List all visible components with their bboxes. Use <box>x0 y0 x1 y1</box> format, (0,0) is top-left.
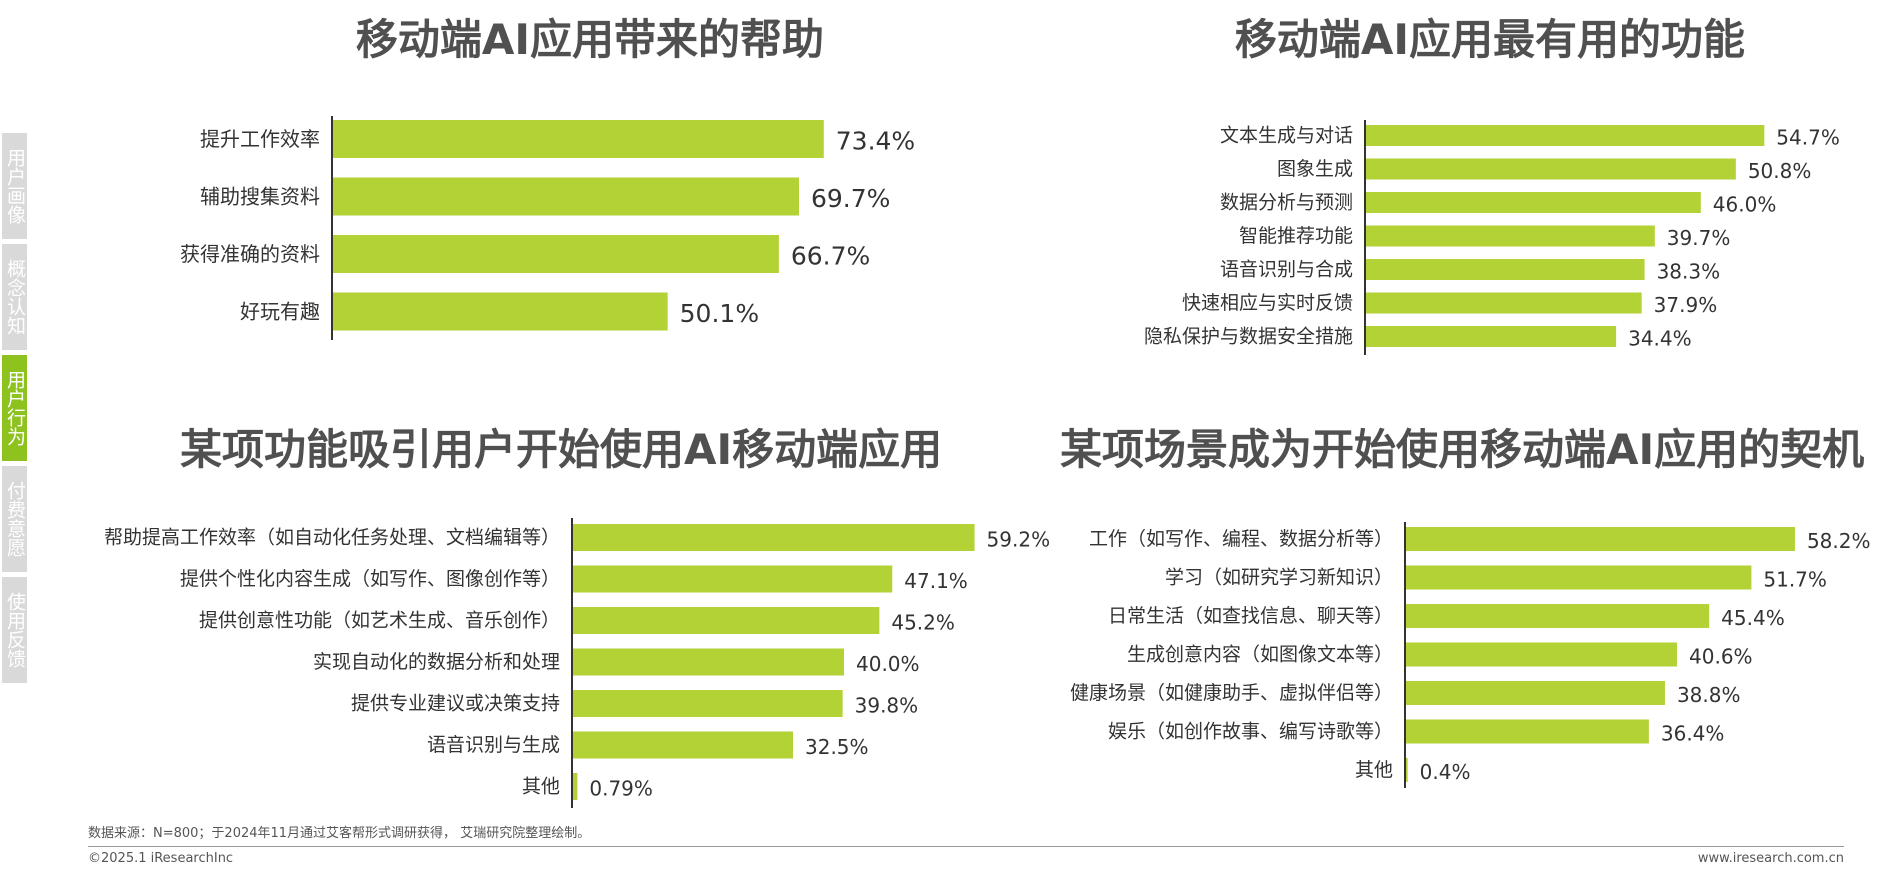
ai-help-category-label-2: 获得准确的资料 <box>180 242 320 266</box>
useful-functions-bar-0 <box>1365 125 1765 146</box>
useful-functions-value-label-3: 39.7% <box>1667 226 1731 250</box>
attracting-functions-value-label-4: 39.8% <box>855 694 919 718</box>
useful-functions-category-label-1: 图象生成 <box>1277 158 1353 180</box>
start-scenarios-value-label-4: 38.8% <box>1677 683 1741 707</box>
attracting-functions-value-label-1: 47.1% <box>904 569 968 593</box>
sidebar-item-payment-willingness[interactable]: 付费意愿 <box>2 466 27 572</box>
start-scenarios-category-label-0: 工作（如写作、编程、数据分析等） <box>1089 528 1393 550</box>
useful-functions-bar-2 <box>1365 192 1701 213</box>
attracting-functions-bar-0 <box>572 524 975 551</box>
attracting-functions-bar-6 <box>572 773 578 800</box>
useful-functions-value-label-6: 34.4% <box>1628 327 1692 351</box>
attracting-functions-category-label-2: 提供创意性功能（如艺术生成、音乐创作） <box>199 610 560 632</box>
useful-functions-bar-6 <box>1365 326 1617 347</box>
start-scenarios-category-label-2: 日常生活（如查找信息、聊天等） <box>1108 605 1393 627</box>
chart-title-attracting-functions: 某项功能吸引用户开始使用AI移动端应用 <box>180 425 943 474</box>
copyright-text: ©2025.1 iResearchInc <box>88 851 234 866</box>
attracting-functions-value-label-3: 40.0% <box>856 652 920 676</box>
start-scenarios-value-label-0: 58.2% <box>1807 529 1871 553</box>
ai-help-bar-2 <box>332 235 779 273</box>
useful-functions-bar-5 <box>1365 292 1642 314</box>
useful-functions-category-label-5: 快速相应与实时反馈 <box>1182 292 1353 314</box>
start-scenarios-category-label-3: 生成创意内容（如图像文本等） <box>1127 644 1393 666</box>
start-scenarios-bar-6 <box>1405 758 1408 782</box>
useful-functions-bar-4 <box>1365 259 1645 280</box>
attracting-functions-bar-1 <box>572 565 893 593</box>
ai-help-category-label-1: 辅助搜集资料 <box>200 185 320 209</box>
start-scenarios-category-label-6: 其他 <box>1355 759 1393 781</box>
attracting-functions-value-label-0: 59.2% <box>987 528 1051 552</box>
start-scenarios-category-label-5: 娱乐（如创作故事、编写诗歌等） <box>1108 721 1393 743</box>
useful-functions-value-label-0: 54.7% <box>1776 126 1840 150</box>
start-scenarios-bar-0 <box>1405 527 1795 551</box>
ai-help-category-label-3: 好玩有趣 <box>240 300 320 324</box>
start-scenarios-value-label-6: 0.4% <box>1420 760 1471 784</box>
chart-title-ai-help: 移动端AI应用带来的帮助 <box>355 15 825 64</box>
sidebar-item-usage-feedback[interactable]: 使用反馈 <box>2 577 27 683</box>
useful-functions-category-label-3: 智能推荐功能 <box>1239 225 1353 247</box>
attracting-functions-category-label-6: 其他 <box>522 776 560 798</box>
chart-title-start-scenarios: 某项场景成为开始使用移动端AI应用的契机 <box>1060 425 1865 474</box>
attracting-functions-value-label-6: 0.79% <box>589 777 653 801</box>
ai-help-value-label-2: 66.7% <box>791 242 870 271</box>
sidebar-nav: 用户画像 概念认知 用户行为 付费意愿 使用反馈 <box>2 133 47 688</box>
sidebar-item-user-behavior[interactable]: 用户行为 <box>2 355 27 461</box>
attracting-functions-bar-4 <box>572 690 843 717</box>
useful-functions-category-label-6: 隐私保护与数据安全措施 <box>1144 326 1353 348</box>
attracting-functions-category-label-1: 提供个性化内容生成（如写作、图像创作等） <box>180 568 560 590</box>
website-link[interactable]: www.iresearch.com.cn <box>1697 851 1844 866</box>
start-scenarios-value-label-3: 40.6% <box>1689 645 1753 669</box>
start-scenarios-bar-5 <box>1405 719 1649 744</box>
useful-functions-value-label-4: 38.3% <box>1657 260 1721 284</box>
useful-functions-bar-1 <box>1365 158 1736 180</box>
attracting-functions-category-label-4: 提供专业建议或决策支持 <box>351 693 560 715</box>
useful-functions-value-label-1: 50.8% <box>1748 159 1812 183</box>
start-scenarios-bar-2 <box>1405 604 1710 628</box>
start-scenarios-category-label-1: 学习（如研究学习新知识） <box>1165 567 1393 589</box>
useful-functions-bar-3 <box>1365 225 1655 247</box>
data-source-note: 数据来源：N=800；于2024年11月通过艾客帮形式调研获得， 艾瑞研究院整理… <box>88 826 591 841</box>
start-scenarios-bar-3 <box>1405 642 1678 667</box>
useful-functions-value-label-2: 46.0% <box>1713 193 1777 217</box>
attracting-functions-category-label-3: 实现自动化的数据分析和处理 <box>313 651 560 673</box>
ai-help-bar-3 <box>332 292 668 331</box>
useful-functions-category-label-2: 数据分析与预测 <box>1220 192 1353 214</box>
chart-title-useful-functions: 移动端AI应用最有用的功能 <box>1234 15 1746 64</box>
sidebar-item-concept-awareness[interactable]: 概念认知 <box>2 244 27 350</box>
ai-help-value-label-3: 50.1% <box>680 299 759 328</box>
attracting-functions-bar-5 <box>572 731 793 759</box>
start-scenarios-value-label-5: 36.4% <box>1661 722 1725 746</box>
useful-functions-category-label-0: 文本生成与对话 <box>1220 125 1353 147</box>
start-scenarios-category-label-4: 健康场景（如健康助手、虚拟伴侣等） <box>1070 682 1393 704</box>
start-scenarios-value-label-1: 51.7% <box>1763 568 1827 592</box>
footer-divider <box>88 846 1844 847</box>
ai-help-value-label-1: 69.7% <box>811 184 890 213</box>
start-scenarios-value-label-2: 45.4% <box>1721 606 1785 630</box>
useful-functions-value-label-5: 37.9% <box>1654 293 1718 317</box>
start-scenarios-bar-1 <box>1405 565 1752 590</box>
attracting-functions-value-label-2: 45.2% <box>891 611 955 635</box>
attracting-functions-bar-2 <box>572 607 880 634</box>
attracting-functions-bar-3 <box>572 648 844 676</box>
attracting-functions-category-label-5: 语音识别与生成 <box>427 734 560 756</box>
useful-functions-category-label-4: 语音识别与合成 <box>1220 259 1353 281</box>
ai-help-bar-1 <box>332 177 799 216</box>
ai-help-value-label-0: 73.4% <box>836 127 915 156</box>
attracting-functions-value-label-5: 32.5% <box>805 735 869 759</box>
sidebar-item-user-profile[interactable]: 用户画像 <box>2 133 27 239</box>
start-scenarios-bar-4 <box>1405 681 1665 705</box>
ai-help-bar-0 <box>332 120 824 158</box>
ai-help-category-label-0: 提升工作效率 <box>200 127 320 151</box>
attracting-functions-category-label-0: 帮助提高工作效率（如自动化任务处理、文档编辑等） <box>104 527 560 549</box>
